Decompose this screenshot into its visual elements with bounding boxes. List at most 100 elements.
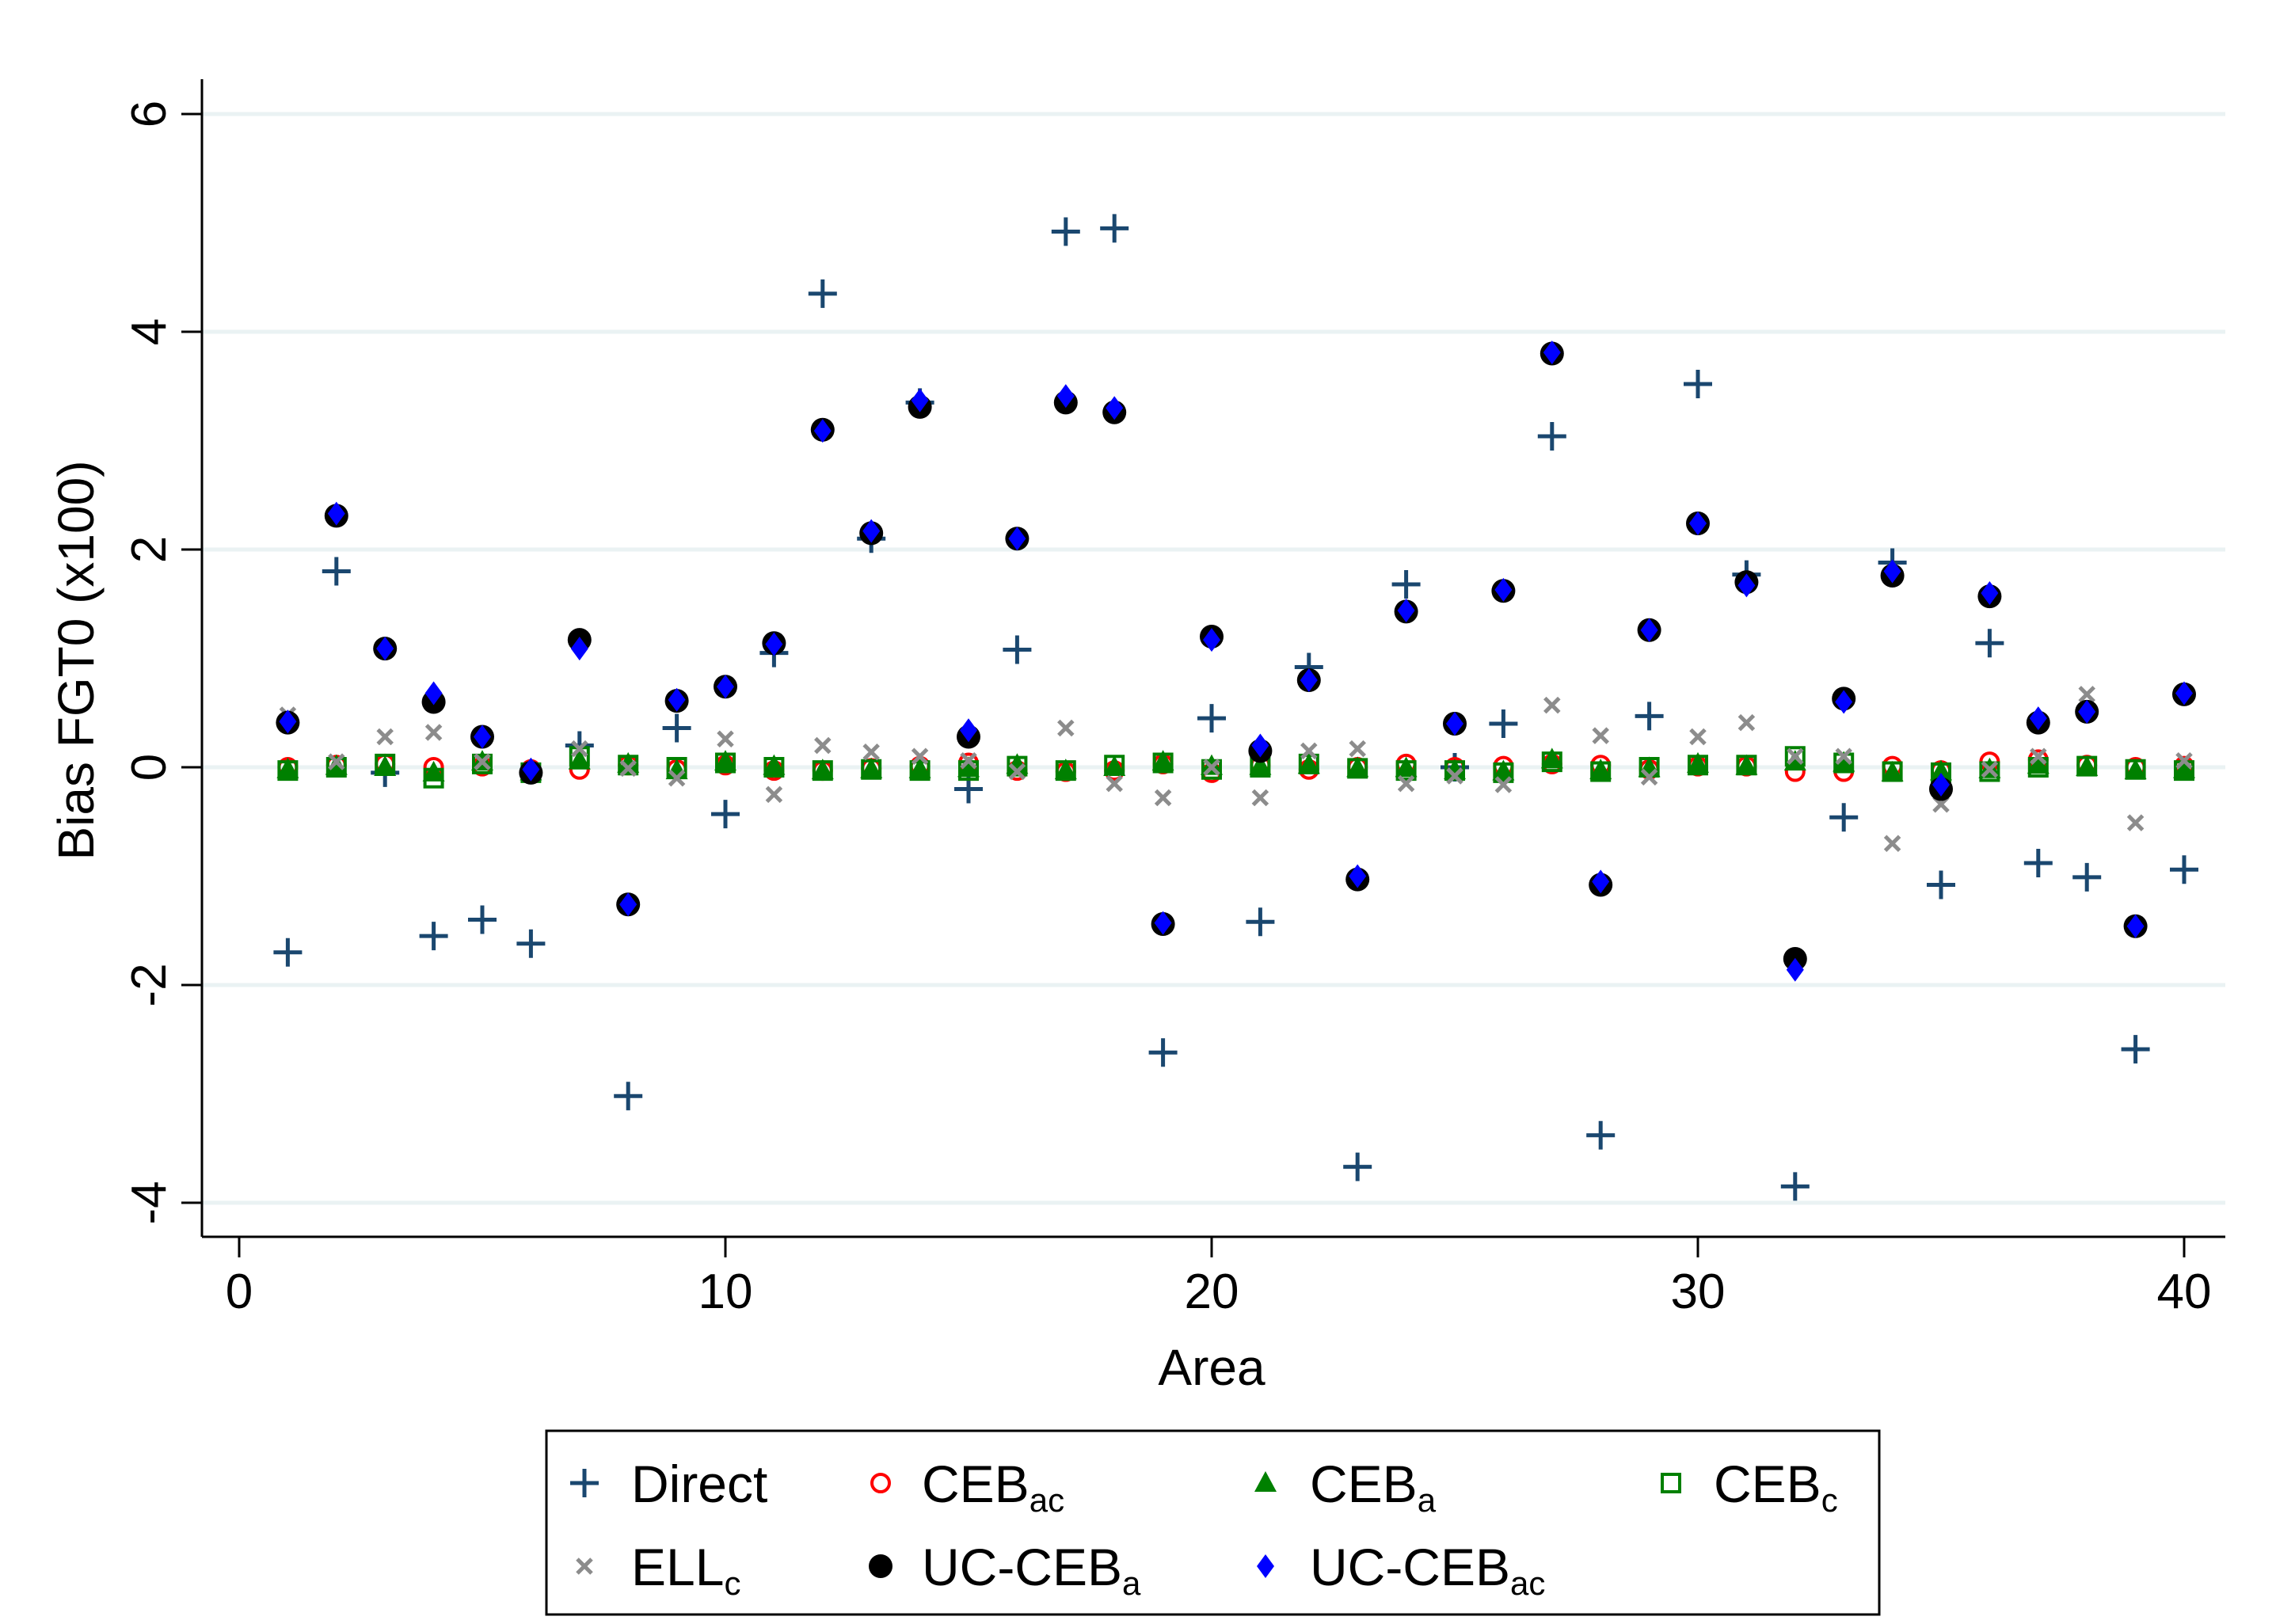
data-point-uc-cebac	[1835, 690, 1853, 714]
data-point-direct	[711, 800, 740, 829]
data-point-direct	[1635, 702, 1664, 731]
data-point-ellc	[1154, 789, 1172, 807]
data-point-direct	[1003, 635, 1032, 664]
data-point-uc-cebac	[424, 681, 443, 706]
data-point-uc-cebac	[862, 519, 881, 543]
legend-marker-direct	[570, 1469, 599, 1497]
data-point-cebc	[1152, 752, 1174, 774]
legend-label-cebac: CEBac	[922, 1455, 1064, 1519]
data-point-ceba	[1492, 759, 1515, 781]
data-point-ceba	[1151, 750, 1174, 771]
data-point-uc-cebac	[1203, 628, 1220, 652]
data-point-cebc	[325, 757, 347, 778]
data-point-cebc	[1104, 755, 1125, 776]
data-point-ceba	[1930, 759, 1952, 781]
data-point-uc-cebac	[2126, 914, 2145, 938]
data-point-uc-cebac	[1981, 581, 1999, 605]
data-point-cebc	[909, 760, 931, 782]
data-point-uc-cebac	[474, 725, 491, 749]
data-point-direct	[1343, 1152, 1372, 1181]
data-point-cebc	[1493, 762, 1514, 783]
data-point-direct	[2170, 855, 2198, 884]
data-point-direct	[1197, 704, 1226, 733]
data-point-uc-cebac	[1154, 911, 1172, 935]
data-point-cebc	[1347, 758, 1368, 779]
y-tick-label: 2	[122, 536, 177, 563]
legend-label-ellc: ELLc	[631, 1538, 740, 1602]
data-point-uc-cebac	[2175, 681, 2193, 706]
data-point-ellc	[1592, 727, 1609, 744]
data-point-ellc	[1203, 759, 1220, 776]
data-point-ceba	[1881, 760, 1904, 782]
data-point-ceba	[1540, 747, 1563, 769]
data-point-ceba	[422, 760, 445, 782]
axes	[200, 79, 2225, 1238]
data-point-uc-cebac	[2029, 706, 2047, 731]
legend-label-subscript: c	[1821, 1481, 1838, 1519]
data-point-ceba	[1297, 753, 1320, 774]
y-tick-label: 0	[122, 754, 177, 781]
data-point-ellc	[474, 753, 491, 770]
data-point-ellc	[960, 751, 977, 770]
data-point-cebc	[812, 760, 833, 782]
data-point-ceba	[957, 756, 980, 778]
data-point-cebc	[1688, 755, 1708, 776]
data-point-uc-cebac	[1640, 618, 1658, 642]
data-point-direct	[1780, 1172, 1810, 1201]
legend-label-base: CEB	[1714, 1455, 1821, 1513]
data-point-cebc	[1979, 761, 2000, 782]
y-tick-label: -2	[122, 963, 177, 1006]
data-point-uc-cebac	[813, 419, 832, 443]
data-point-uc-cebac	[960, 718, 977, 743]
data-point-direct	[1100, 214, 1129, 243]
y-tick-label: 6	[122, 101, 177, 127]
data-point-ellc	[1106, 774, 1123, 793]
series-uc-cebac	[279, 340, 2193, 982]
data-point-direct	[1246, 907, 1275, 937]
data-point-cebc	[1784, 746, 1806, 767]
data-point-uc-cebac	[570, 637, 588, 661]
series-cebc	[277, 746, 2194, 789]
data-points	[273, 214, 2198, 1201]
data-point-cebc	[277, 760, 299, 782]
data-point-uc-cebac	[1737, 573, 1756, 598]
data-point-ceba	[1249, 754, 1272, 775]
data-point-ceba	[908, 757, 931, 778]
data-point-ellc	[1397, 774, 1415, 793]
data-point-ellc	[1787, 747, 1804, 766]
data-point-cebc	[763, 757, 785, 778]
data-point-uc-cebac	[1932, 773, 1950, 797]
data-point-ceba	[1589, 759, 1612, 780]
data-point-uc-cebac	[327, 501, 345, 526]
data-point-ellc	[911, 747, 929, 766]
data-point-ceba	[1735, 754, 1758, 775]
data-point-ellc	[668, 769, 686, 787]
data-point-cebc	[1055, 760, 1076, 782]
data-point-ellc	[717, 730, 734, 748]
data-point-ceba	[617, 751, 640, 773]
data-point-ellc	[1349, 740, 1366, 758]
legend-label-uc-ceba: UC-CEBa	[922, 1538, 1141, 1602]
legend-label-uc-cebac: UC-CEBac	[1310, 1538, 1545, 1602]
data-point-uc-cebac	[1592, 869, 1610, 894]
data-point-ellc	[1981, 760, 1999, 778]
data-point-ceba	[374, 755, 397, 776]
data-point-ellc	[2126, 814, 2145, 831]
data-point-uc-cebac	[1008, 527, 1026, 551]
x-tick-label: 20	[1185, 1265, 1239, 1319]
data-point-ceba	[2027, 753, 2050, 774]
data-point-uc-cebac	[1689, 512, 1707, 535]
data-point-uc-cebac	[1543, 340, 1561, 365]
data-point-direct	[1391, 570, 1421, 599]
data-point-ceba	[1395, 756, 1418, 778]
legend-label-base: CEB	[922, 1455, 1030, 1513]
data-point-uc-cebac	[911, 388, 929, 413]
data-point-cebc	[861, 759, 882, 780]
data-point-direct	[2072, 862, 2102, 892]
data-point-uc-cebac	[522, 757, 540, 782]
data-point-cebc	[1298, 753, 1319, 774]
legend-label-subscript: a	[1122, 1565, 1141, 1602]
data-point-direct	[808, 279, 837, 308]
